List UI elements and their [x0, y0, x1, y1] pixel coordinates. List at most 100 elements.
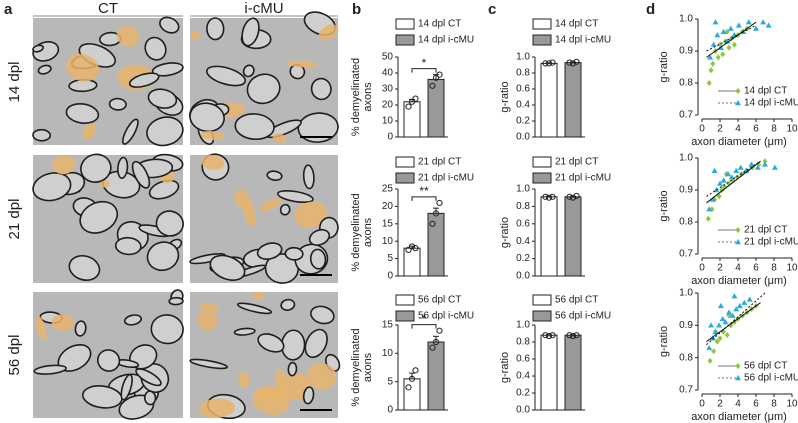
- y-tick-label: 1.0: [679, 153, 693, 164]
- triangle-marker: [735, 22, 742, 28]
- triangle-marker: [709, 196, 716, 202]
- triangle-marker: [754, 164, 761, 170]
- triangle-marker: [711, 167, 718, 173]
- legend-swatch: [395, 156, 415, 168]
- data-point: [408, 243, 416, 250]
- y-tick-label: 15: [382, 218, 394, 229]
- triangle-marker: [710, 41, 717, 47]
- y-axis-label: axons: [362, 352, 374, 382]
- myelinated-axon: [242, 63, 256, 78]
- micrograph-content: [30, 151, 186, 284]
- triangle-marker: [741, 299, 748, 305]
- diamond-marker: [731, 41, 737, 48]
- myelinated-axon: [244, 70, 284, 108]
- y-tick-label: 15: [382, 320, 394, 331]
- legend-swatch: [395, 34, 415, 46]
- data-point: [436, 327, 443, 334]
- myelinated-axon: [157, 14, 181, 35]
- y-tick-label: 20: [382, 100, 394, 111]
- legend-swatch: [532, 156, 552, 168]
- y-tick-label: 0.8: [679, 217, 693, 228]
- bar: [564, 62, 582, 138]
- data-point: [432, 210, 440, 217]
- y-axis-label: % demyelinated: [350, 58, 362, 136]
- diamond-marker: [708, 67, 714, 74]
- legend-label: 14 dpl CT: [418, 19, 461, 30]
- triangle-marker: [771, 164, 778, 170]
- myelinated-axon: [285, 247, 303, 260]
- myelinated-axon: [141, 34, 169, 64]
- y-tick-label: 0.2: [516, 388, 530, 399]
- y-tick-label: 0.9: [679, 185, 693, 196]
- x-tick-label: 2: [717, 263, 723, 274]
- x-axis-label: axon diameter (μm): [691, 275, 787, 287]
- y-axis-label: % demyelinated: [350, 328, 362, 406]
- y-axis-label: g-ratio: [499, 217, 511, 248]
- myelinated-axon: [190, 358, 228, 371]
- y-axis-label: g-ratio: [658, 190, 670, 221]
- x-axis-label: axon diameter (μm): [691, 411, 787, 423]
- x-tick-label: 4: [735, 399, 741, 410]
- bar: [427, 78, 445, 138]
- panel-label: a: [4, 1, 13, 18]
- demyelinated-axon: [305, 361, 339, 392]
- legend-label: 56 dpl i-cMU: [744, 373, 798, 384]
- y-tick-label: 0.7: [679, 249, 693, 260]
- y-tick-label: 0.8: [679, 352, 693, 363]
- diamond-marker: [726, 44, 732, 51]
- triangle-marker: [709, 335, 716, 341]
- y-tick-label: 0.6: [516, 84, 530, 95]
- data-point: [549, 193, 556, 200]
- myelinated-axon: [33, 129, 51, 141]
- data-point: [545, 194, 553, 201]
- x-tick-label: 8: [771, 124, 777, 135]
- y-tick-label: 0.6: [516, 218, 530, 229]
- myelinated-axon: [279, 204, 290, 216]
- demyelinated-axon: [200, 153, 225, 171]
- y-tick-label: 10: [382, 236, 394, 247]
- demyelinated-axon: [113, 22, 142, 50]
- triangle-marker: [719, 315, 726, 322]
- x-tick-label: 0: [699, 124, 705, 135]
- triangle-marker: [753, 25, 759, 31]
- triangle-marker: [720, 177, 727, 183]
- myelinated-axon: [77, 151, 114, 186]
- myelinated-axon: [237, 301, 272, 315]
- legend-swatch: [532, 294, 552, 306]
- x-tick-label: 4: [735, 263, 741, 274]
- demyelinated-axon: [198, 397, 236, 419]
- demyelinated-axon: [200, 130, 225, 141]
- y-tick-label: 0.4: [516, 236, 530, 247]
- data-point: [545, 60, 553, 67]
- legend-label: 56 dpl i-cMU: [418, 311, 474, 322]
- data-point: [412, 95, 419, 102]
- y-tick-label: 0.0: [516, 405, 530, 416]
- data-point: [412, 245, 419, 252]
- triangle-marker: [706, 344, 713, 351]
- y-tick-label: 0.2: [516, 116, 530, 127]
- data-point: [432, 338, 440, 346]
- y-tick-label: 30: [382, 84, 394, 95]
- panel-label: c: [488, 1, 496, 18]
- legend-label: 14 dpl i-cMU: [744, 98, 798, 109]
- significance-bracket: [411, 196, 437, 201]
- y-axis-label: g-ratio: [658, 326, 670, 357]
- y-tick-label: 0.6: [516, 354, 530, 365]
- myelinated-axon: [134, 366, 163, 389]
- demyelinated-axon: [62, 49, 102, 86]
- x-tick-label: 0: [699, 263, 705, 274]
- y-tick-label: 20: [382, 201, 394, 212]
- triangle-marker: [762, 161, 768, 167]
- y-axis-label: g-ratio: [499, 352, 511, 383]
- y-axis-label: axons: [362, 217, 374, 247]
- legend-swatch: [532, 34, 552, 46]
- legend-swatch: [532, 172, 552, 184]
- fit-line: [706, 160, 761, 204]
- fit-line: [706, 302, 761, 342]
- demyelinated-axon: [258, 195, 283, 213]
- triangle-marker: [765, 22, 772, 28]
- y-tick-label: 10: [382, 348, 394, 359]
- y-axis-label: g-ratio: [499, 81, 511, 112]
- triangle-marker: [708, 322, 714, 328]
- data-point: [542, 193, 549, 200]
